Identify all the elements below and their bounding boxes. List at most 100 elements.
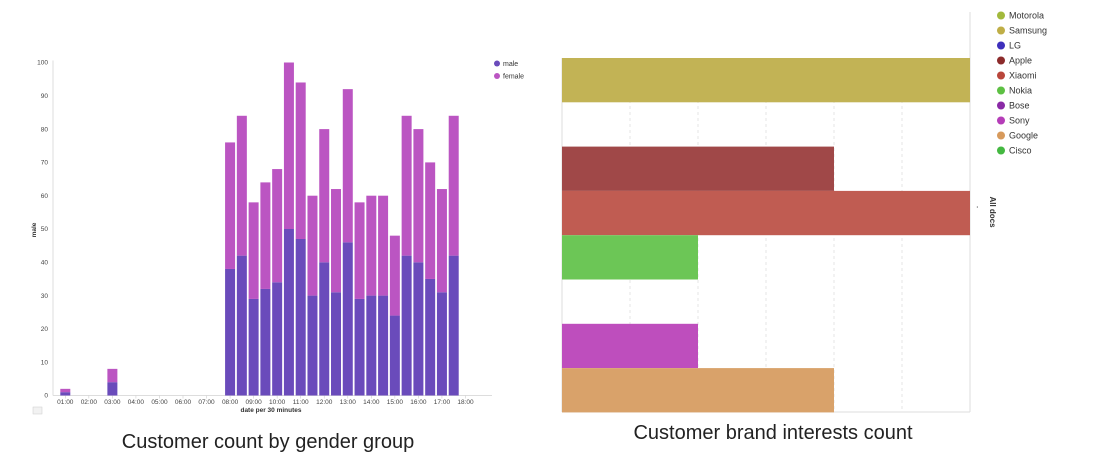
bar-samsung[interactable] — [562, 58, 970, 103]
legend-swatch-google — [997, 131, 1005, 140]
x-tick-label: 18:00 — [457, 399, 474, 406]
bar-female[interactable] — [107, 368, 118, 383]
x-tick-label: 11:00 — [293, 399, 309, 406]
bar-male[interactable] — [272, 282, 283, 396]
bar-female[interactable] — [307, 195, 318, 296]
bar-male[interactable] — [425, 278, 436, 396]
gender-chart-title: Customer count by gender group — [122, 431, 414, 453]
bar-male[interactable] — [436, 292, 447, 396]
legend-label-bose[interactable]: Bose — [1009, 101, 1030, 111]
gender-chart-bars — [60, 62, 459, 396]
bar-male[interactable] — [319, 262, 330, 396]
legend-swatch-samsung — [997, 26, 1005, 35]
x-tick-label: 06:00 — [175, 399, 192, 406]
bar-female[interactable] — [331, 189, 342, 293]
bar-female[interactable] — [354, 202, 365, 299]
legend-label-female[interactable]: female — [503, 73, 524, 80]
bar-male[interactable] — [342, 242, 353, 396]
bar-male[interactable] — [107, 382, 118, 396]
bar-google[interactable] — [562, 368, 834, 413]
bar-male[interactable] — [295, 238, 306, 396]
bar-male[interactable] — [248, 298, 259, 396]
y-tick-label: 10 — [41, 359, 49, 366]
bar-female[interactable] — [260, 182, 271, 289]
y-tick-label: 70 — [41, 160, 49, 167]
bar-male[interactable] — [331, 292, 342, 396]
bar-female[interactable] — [319, 129, 330, 263]
bar-female[interactable] — [378, 195, 389, 296]
x-tick-label: 16:00 — [410, 399, 427, 406]
bar-male[interactable] — [60, 392, 71, 396]
bar-female[interactable] — [272, 169, 283, 283]
bar-female[interactable] — [295, 82, 306, 239]
bar-nokia[interactable] — [562, 235, 698, 280]
bar-female[interactable] — [436, 189, 447, 293]
y-tick-label: 20 — [41, 326, 49, 333]
bar-female[interactable] — [448, 115, 459, 256]
x-tick-label: 10:00 — [269, 399, 286, 406]
bar-female[interactable] — [60, 388, 71, 393]
x-tick-label: 09:00 — [245, 399, 262, 406]
x-tick-label: 12:00 — [316, 399, 333, 406]
bar-male[interactable] — [448, 255, 459, 396]
legend-swatch-apple — [997, 56, 1005, 65]
brand-chart-title: Customer brand interests count — [633, 422, 912, 444]
x-tick-label: 02:00 — [81, 399, 98, 406]
bar-female[interactable] — [342, 89, 353, 243]
y-tick-label: 40 — [41, 260, 49, 267]
x-tick-label: 13:00 — [340, 399, 357, 406]
bar-female[interactable] — [413, 129, 424, 263]
legend-label-sony[interactable]: Sony — [1009, 116, 1030, 126]
bar-male[interactable] — [307, 295, 318, 396]
bar-female[interactable] — [225, 142, 236, 269]
y-tick-label: 0 — [44, 393, 48, 400]
legend-label-motorola[interactable]: Motorola — [1009, 11, 1044, 21]
bar-female[interactable] — [236, 115, 247, 256]
legend-label-apple[interactable]: Apple — [1009, 56, 1032, 66]
x-tick-label: 17:00 — [434, 399, 451, 406]
bar-female[interactable] — [425, 162, 436, 279]
bar-male[interactable] — [260, 288, 271, 396]
y-tick-label: 50 — [41, 226, 49, 233]
brand-chart-bars — [562, 58, 970, 413]
legend-swatch-nokia — [997, 86, 1005, 95]
gender-chart-collapse-toggle[interactable] — [32, 406, 43, 415]
legend-swatch-lg — [997, 41, 1005, 50]
x-tick-label: 07:00 — [198, 399, 215, 406]
y-tick-label: 100 — [37, 60, 48, 67]
legend-label-google[interactable]: Google — [1009, 131, 1038, 141]
bar-male[interactable] — [283, 229, 294, 396]
brand-chart-axis-tick-label: - — [973, 206, 980, 209]
legend-swatch-sony — [997, 116, 1005, 125]
bar-female[interactable] — [248, 202, 259, 299]
bar-apple[interactable] — [562, 146, 834, 191]
bar-male[interactable] — [413, 262, 424, 396]
bar-female[interactable] — [389, 235, 400, 316]
legend-swatch-xiaomi — [997, 71, 1005, 80]
bar-male[interactable] — [354, 298, 365, 396]
gender-chart-y-axis-title: male — [31, 222, 38, 237]
legend-label-nokia[interactable]: Nokia — [1009, 86, 1032, 96]
legend-label-lg[interactable]: LG — [1009, 41, 1021, 51]
bar-sony[interactable] — [562, 323, 698, 369]
y-tick-label: 90 — [41, 93, 49, 100]
bar-male[interactable] — [401, 255, 412, 396]
bar-xiaomi[interactable] — [562, 190, 970, 236]
bar-male[interactable] — [378, 295, 389, 396]
brand-chart-legend: Motorola Samsung LG Apple Xiaomi Nokia Bose Son… — [997, 11, 1047, 156]
legend-label-xiaomi[interactable]: Xiaomi — [1009, 71, 1037, 81]
bar-female[interactable] — [366, 195, 377, 296]
legend-label-samsung[interactable]: Samsung — [1009, 26, 1047, 36]
legend-swatch-female — [494, 73, 500, 79]
bar-male[interactable] — [366, 295, 377, 396]
bar-male[interactable] — [225, 268, 236, 396]
legend-label-cisco[interactable]: Cisco — [1009, 146, 1032, 156]
bar-male[interactable] — [389, 315, 400, 396]
bar-female[interactable] — [283, 62, 294, 230]
gender-chart: 0 10 20 30 40 50 60 70 80 90 100 01:00 02:00 03:00 04:… — [31, 60, 524, 453]
bar-male[interactable] — [236, 255, 247, 396]
x-tick-label: 04:00 — [128, 399, 145, 406]
brand-chart-axis-title: All docs — [988, 196, 997, 228]
legend-label-male[interactable]: male — [503, 61, 518, 68]
bar-female[interactable] — [401, 115, 412, 256]
